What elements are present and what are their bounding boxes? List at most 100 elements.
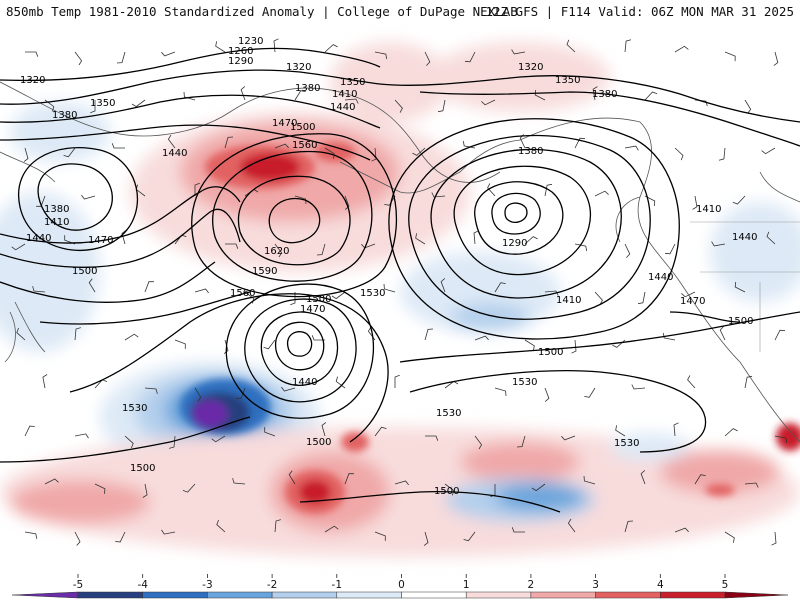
contour-label: 1500 [538,347,563,358]
wind-barb [511,49,526,55]
wind-barb [288,470,296,485]
contour-label: 1590 [252,266,277,277]
wind-barb [384,195,396,206]
wind-barb [174,339,186,349]
wind-barb [524,339,535,351]
wind-barb [232,478,246,485]
wind-barb [74,433,89,439]
wind-barb [624,145,639,151]
contour-label: 1440 [162,148,187,159]
title-bar: 850mb Temp 1981-2010 Standardized Anomal… [0,0,800,22]
color-scale-tick-label: 5 [722,579,729,591]
contour-label: 1380 [52,110,77,121]
contour-label: 1440 [648,272,673,283]
wind-barb [274,143,289,149]
contour-label: 1530 [512,377,537,388]
wind-barb [640,470,646,485]
color-scale-swatch [530,591,596,599]
wind-barb [594,291,603,305]
contour-label: 1440 [26,233,51,244]
wind-barb [544,183,553,197]
anomaly-shading [0,42,800,557]
contour-label: 1530 [122,403,147,414]
wind-barb [711,241,726,247]
wind-barb [383,283,396,293]
color-scale-swatch [660,591,726,599]
wind-barb [194,288,209,294]
wind-barb [474,335,489,341]
wind-barb [571,339,577,354]
color-scale-bar: -5 -4 -3 -2 -1 0 1 2 3 4 5 [11,574,789,599]
height-contours [0,47,800,513]
color-scale-swatches [11,591,789,599]
wind-barb [124,435,134,449]
wind-barb [412,147,426,156]
contour-label: 1380 [295,83,320,94]
wind-barb [511,527,525,533]
contour-label: 1350 [555,75,580,86]
wind-barb [694,474,706,485]
wind-barb [182,483,196,493]
wind-barb [74,51,83,66]
wind-barb [673,422,679,437]
wind-barb [264,427,276,437]
contour-label: 1350 [340,77,365,88]
color-scale-tick-label: 1 [463,579,470,591]
wind-barb [371,147,377,162]
color-scale-swatch [207,591,273,599]
wind-barb [42,374,48,389]
wind-barb [74,327,81,341]
wind-barb [144,387,158,394]
contour-label: 1500 [728,316,753,327]
wind-barb [169,435,176,449]
wind-barb [592,86,598,101]
contour-label: 1380 [518,146,543,157]
wind-barb [624,39,632,53]
wind-barb [744,375,753,389]
contour-label: 1440 [732,232,757,243]
wind-barb [144,281,154,293]
wind-barb [274,519,281,533]
contour-label: 1560 [292,140,317,151]
color-scale-tick-label: -2 [267,579,277,591]
wind-barb [681,291,696,298]
wind-barb [544,387,550,402]
wind-barb [194,387,202,402]
wind-barb [462,140,476,149]
wind-barb [584,387,596,398]
wind-barb [473,230,479,245]
wind-barb [474,435,483,450]
wind-barb [294,90,306,101]
wind-barb [211,435,226,443]
wind-barb [423,531,429,546]
wind-barb [88,278,96,293]
wind-barb [774,329,786,341]
wind-barb [63,147,76,158]
wind-barb [624,520,634,533]
color-scale-tick-label: -1 [332,579,342,591]
wind-barb [24,425,35,437]
color-scale-swatch [11,591,79,599]
contour-label: 1440 [330,102,355,113]
wind-barb [344,195,350,210]
wind-barb [111,143,125,149]
color-scale-tick-label: 3 [592,579,599,591]
wind-barb [24,531,38,539]
color-scale-tick-label: -5 [73,579,83,591]
wind-barb [216,519,226,533]
contour-label: 1410 [332,89,357,100]
wind-barb [718,147,726,161]
wind-barb [771,531,777,546]
color-scale-swatch [724,591,789,599]
wind-barb [124,333,139,341]
contour-label: 1380 [44,204,69,215]
wind-barb [74,531,81,546]
wind-barb [637,291,646,305]
wind-barb [81,194,96,200]
wind-barb [561,435,576,441]
wind-barb [331,291,346,300]
wind-barb [534,89,546,101]
wind-barb [761,147,776,155]
contour-label: 1260 [228,46,253,57]
